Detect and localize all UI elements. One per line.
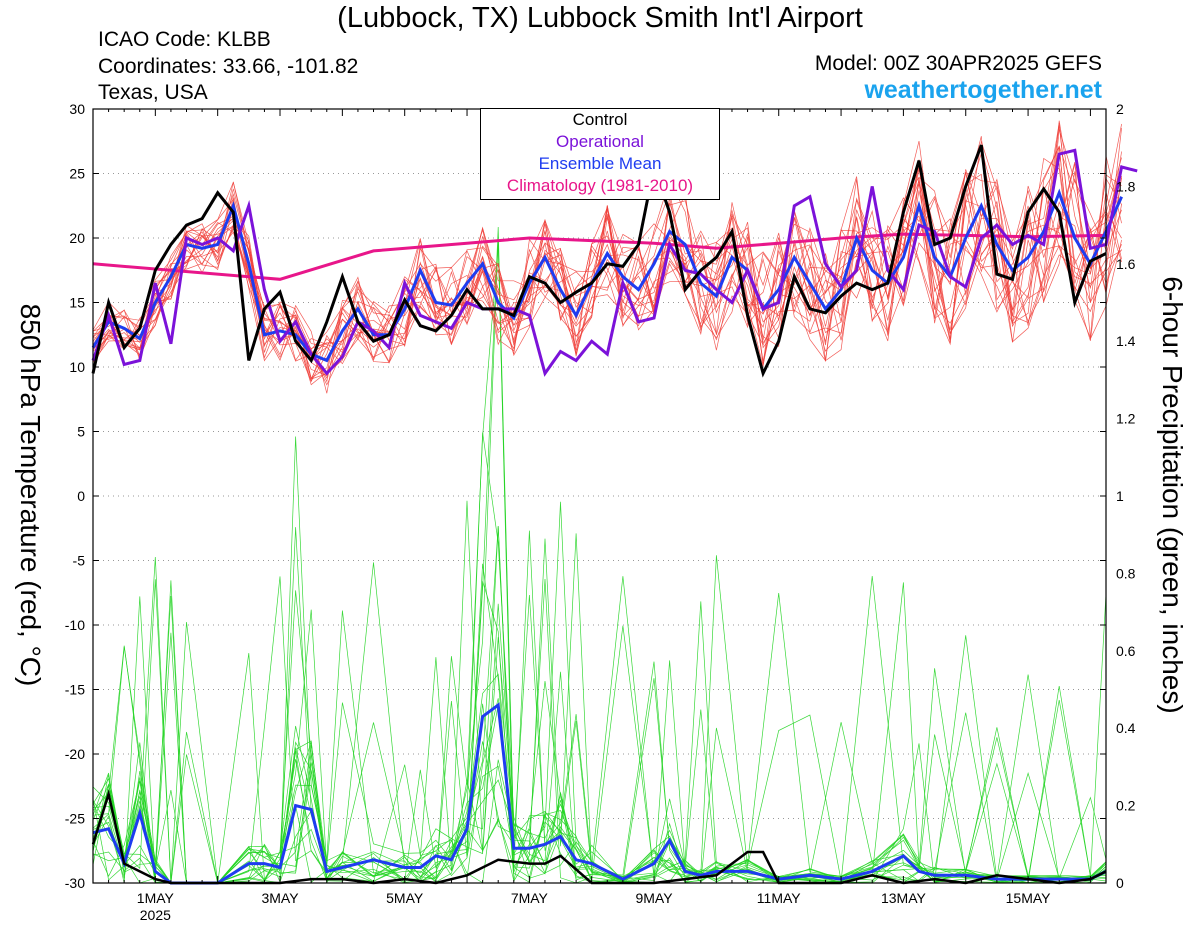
x-tick-label: 9MAY xyxy=(635,890,673,906)
precip-member-line xyxy=(92,501,1107,884)
y2-tick-label: 0.4 xyxy=(1116,720,1136,736)
y-tick-label: -15 xyxy=(65,682,85,698)
y2-tick-label: 0.8 xyxy=(1116,565,1136,581)
precip-member-line xyxy=(92,244,1107,884)
y2-tick-label: 0.2 xyxy=(1116,798,1136,814)
temp-member-line xyxy=(92,127,1122,380)
temp-member-line xyxy=(92,145,1122,394)
legend-control: Control xyxy=(572,110,628,129)
precip-member-line xyxy=(92,578,1107,884)
precip-member-line xyxy=(92,526,1107,884)
temp-member-line xyxy=(92,120,1122,377)
y-tick-label: 0 xyxy=(77,488,85,504)
control-temp-line xyxy=(91,144,1107,378)
temp-member-line xyxy=(92,145,1122,364)
x-tick-label: 15MAY xyxy=(1006,890,1052,906)
legend-climatology: Climatology (1981-2010) xyxy=(506,176,694,195)
x-tick-label: 13MAY xyxy=(881,890,927,906)
precip-member-line xyxy=(92,580,1107,884)
brand-link[interactable]: weathertogether.net xyxy=(864,76,1102,104)
chart-title: (Lubbock, TX) Lubbock Smith Int'l Airpor… xyxy=(337,2,863,34)
icao-code: ICAO Code: KLBB xyxy=(98,28,271,51)
x-tick-label: 11MAY xyxy=(757,890,801,906)
y-tick-label: 30 xyxy=(69,101,85,117)
y-tick-label: -30 xyxy=(65,875,85,891)
y2-tick-label: 1.8 xyxy=(1116,178,1136,194)
precip-member-line xyxy=(92,533,1107,884)
region: Texas, USA xyxy=(98,81,208,104)
precip-member-line xyxy=(92,500,1107,884)
y2-tick-label: 1.4 xyxy=(1116,333,1136,349)
legend-operational: Operational xyxy=(556,132,644,151)
y2-tick-label: 2 xyxy=(1116,101,1124,117)
precip-member-line xyxy=(92,555,1107,884)
precip-member-line xyxy=(92,526,1107,884)
y-tick-label: 20 xyxy=(69,230,85,246)
temp-member-line xyxy=(92,181,1122,386)
chart-legend: Control Operational Ensemble Mean Climat… xyxy=(480,108,720,200)
y-tick-label: -20 xyxy=(65,746,85,762)
x-tick-label: 3MAY xyxy=(261,890,299,906)
y2-tick-label: 0 xyxy=(1116,875,1124,891)
model-run: Model: 00Z 30APR2025 GEFS xyxy=(814,52,1102,75)
y2-tick-label: 1 xyxy=(1116,488,1124,504)
precip-member-line xyxy=(92,590,1107,884)
precip-member-line xyxy=(92,530,1107,884)
precip-member-line xyxy=(92,562,1107,884)
legend-ensemble-mean: Ensemble Mean xyxy=(538,154,662,173)
y-tick-label: -5 xyxy=(73,553,86,569)
precip-member-line xyxy=(92,579,1107,884)
coordinates: Coordinates: 33.66, -101.82 xyxy=(98,55,359,78)
y2-tick-label: 0.6 xyxy=(1116,643,1136,659)
x-tick-sublabel: 2025 xyxy=(140,907,171,923)
ensemble-mean-precip-line xyxy=(92,702,1107,885)
y-tick-label: 10 xyxy=(69,359,85,375)
y2-tick-label: 1.6 xyxy=(1116,256,1136,272)
operational-temp-line xyxy=(91,148,1138,377)
temp-member-line xyxy=(92,157,1122,383)
y-tick-label: 5 xyxy=(77,424,85,440)
y-tick-label: 15 xyxy=(69,295,85,311)
precip-member-line xyxy=(92,595,1107,884)
temp-member-line xyxy=(92,125,1122,363)
y-tick-label: -10 xyxy=(65,617,85,633)
temp-member-line xyxy=(92,123,1122,379)
y-axis-label-left: 850 hPa Temperature (red, °C) xyxy=(15,303,46,687)
y2-tick-label: 1.2 xyxy=(1116,411,1136,427)
y-axis-label-right: 6-hour Precipitation (green, inches) xyxy=(1157,276,1188,714)
x-tick-label: 1MAY xyxy=(137,890,175,906)
x-tick-label: 7MAY xyxy=(511,890,549,906)
y-tick-label: -25 xyxy=(65,811,85,827)
x-tick-label: 5MAY xyxy=(386,890,424,906)
y-tick-label: 25 xyxy=(69,166,85,182)
precip-member-line xyxy=(92,576,1107,884)
